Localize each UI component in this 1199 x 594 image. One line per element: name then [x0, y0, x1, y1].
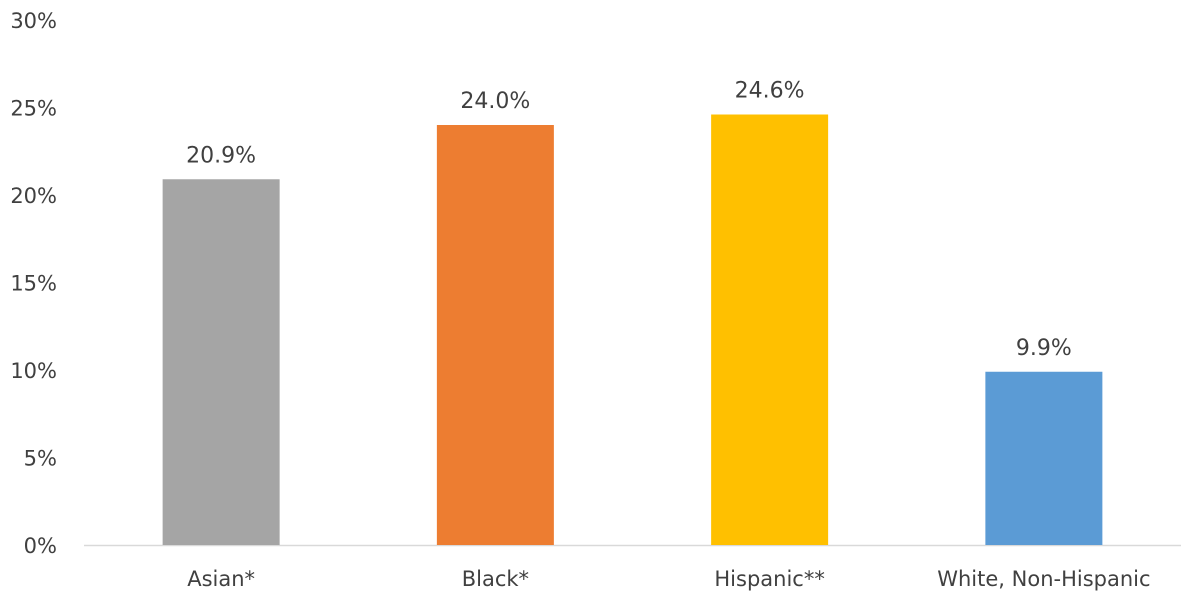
y-tick-label: 5%	[24, 447, 57, 471]
data-label: 24.6%	[735, 79, 805, 104]
category-label: Hispanic**	[714, 567, 824, 591]
bars	[162, 114, 1103, 545]
data-label: 20.9%	[186, 143, 256, 168]
bar	[985, 371, 1103, 545]
category-labels: Asian* Black* Hispanic** White, Non-Hispani…	[187, 567, 1150, 591]
bar	[436, 125, 554, 545]
bar	[711, 114, 829, 545]
bar	[162, 179, 280, 545]
y-tick-label: 30%	[10, 9, 57, 33]
data-label: 9.9%	[1016, 336, 1072, 361]
category-label: White, Non-Hispanic	[937, 567, 1150, 591]
y-tick-label: 15%	[10, 272, 57, 296]
y-tick-label: 25%	[10, 97, 57, 121]
category-label: Asian*	[187, 567, 255, 591]
data-labels: 20.9% 24.0% 24.6% 9.9%	[186, 79, 1072, 361]
y-tick-label: 0%	[24, 534, 57, 558]
y-tick-label: 10%	[10, 359, 57, 383]
category-label: Black*	[462, 567, 529, 591]
data-label: 24.0%	[460, 89, 530, 114]
y-axis-ticks: 0% 5% 10% 15% 20% 25% 30%	[10, 9, 57, 558]
y-tick-label: 20%	[10, 184, 57, 208]
